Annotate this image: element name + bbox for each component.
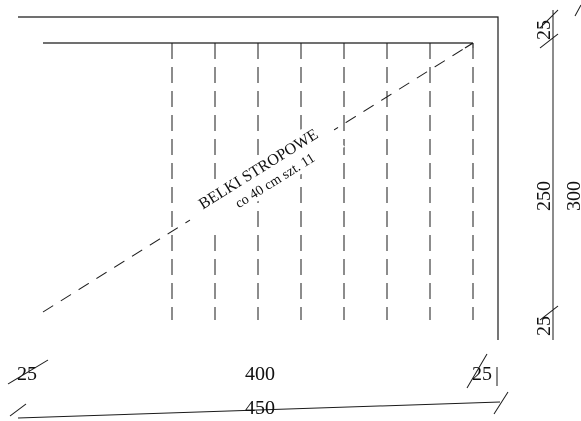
outer-wall-outline [18, 16, 499, 340]
dim-right-total: 300 [563, 181, 581, 211]
dim-right-mid: 250 [533, 181, 555, 211]
right-dimension-chain: 25 250 25 [533, 9, 559, 340]
dim-bottom-mid: 400 [245, 363, 275, 385]
floor-beams [171, 43, 474, 320]
dim-bottom-total: 450 [245, 397, 275, 419]
dim-right-top: 25 [533, 20, 555, 40]
bottom-total-dimension: 450 [9, 391, 509, 419]
bottom-dimension-row: 25 400 25 [7, 353, 498, 389]
diagonal-solid-end [464, 42, 474, 49]
dim-bottom-left: 25 [17, 363, 37, 385]
right-total-dimension: 300 [563, 4, 581, 211]
dim-bottom-right: 25 [472, 363, 492, 385]
dim-right-bottom: 25 [533, 316, 555, 336]
beam-label-group: BELKI STROPOWE co 40 cm szt. 11 [180, 114, 345, 238]
